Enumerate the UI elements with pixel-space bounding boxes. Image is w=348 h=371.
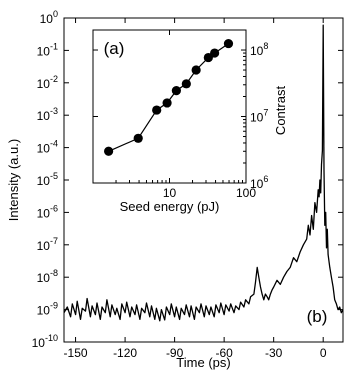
inset-data-point xyxy=(181,79,191,89)
main-y-tick-label: 10-4 xyxy=(37,139,58,156)
main-y-tick-label: 10-7 xyxy=(37,236,58,253)
main-y-tick-label: 10-3 xyxy=(37,106,58,123)
inset-data-point xyxy=(162,98,172,108)
inset-y-tick-label: 108 xyxy=(250,41,268,58)
inset-data-point xyxy=(152,105,162,115)
main-series-line xyxy=(63,24,344,322)
main-y-tick-label: 10-5 xyxy=(37,171,58,188)
inset-x-axis-label: Seed energy (pJ) xyxy=(120,199,220,214)
inset-y-axis-label: Contrast xyxy=(273,86,288,136)
main-x-tick-label: -90 xyxy=(166,346,184,360)
main-y-tick-label: 10-9 xyxy=(37,301,58,318)
main-y-tick-label: 10-1 xyxy=(37,41,58,58)
main-y-axis-label: Intensity (a.u.) xyxy=(6,139,21,221)
inset-y-tick-label: 106 xyxy=(250,174,268,191)
inset-chart: 10 100 108 107 106 xyxy=(92,29,268,200)
main-y-tick-label: 10-2 xyxy=(37,74,58,91)
main-y-tick-label: 10-10 xyxy=(32,333,58,350)
main-x-tick-label: 0 xyxy=(320,346,327,360)
main-x-tick-label: -60 xyxy=(215,346,233,360)
main-x-tick-label: -120 xyxy=(113,346,137,360)
main-y-tick-label: 10-8 xyxy=(37,268,58,285)
inset-data-point xyxy=(191,65,201,75)
inset-data-point xyxy=(210,48,220,58)
main-panel-label: (b) xyxy=(307,307,328,326)
main-x-tick-label: -150 xyxy=(64,346,88,360)
inset-data-point xyxy=(171,86,181,96)
main-x-axis-label: Time (ps) xyxy=(176,355,230,370)
inset-data-point xyxy=(223,38,234,49)
inset-data-point xyxy=(104,146,114,156)
inset-x-tick-label: 100 xyxy=(236,186,256,200)
main-x-tick-label: -30 xyxy=(265,346,283,360)
main-y-tick-label: 10-6 xyxy=(37,203,58,220)
main-y-tick-label: 100 xyxy=(40,9,58,26)
inset-data-point xyxy=(133,133,143,143)
main-chart: -150 -120 -90 -60 -30 0 100 10-1 10-2 10-3 10-4 10-… xyxy=(32,9,344,360)
inset-x-tick-label: 10 xyxy=(163,186,177,200)
inset-panel-label: (a) xyxy=(104,39,125,58)
inset-y-tick-label: 107 xyxy=(250,108,268,125)
